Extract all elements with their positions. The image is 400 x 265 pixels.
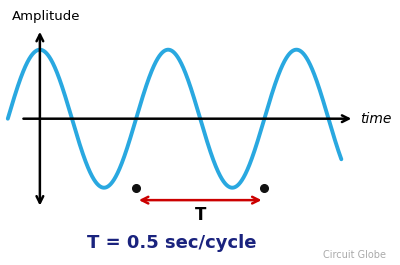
Text: Circuit Globe: Circuit Globe: [323, 250, 386, 260]
Text: Amplitude: Amplitude: [12, 11, 80, 24]
Text: T: T: [194, 206, 206, 224]
Text: T = 0.5 sec/cycle: T = 0.5 sec/cycle: [87, 234, 257, 252]
Text: time: time: [360, 112, 392, 126]
